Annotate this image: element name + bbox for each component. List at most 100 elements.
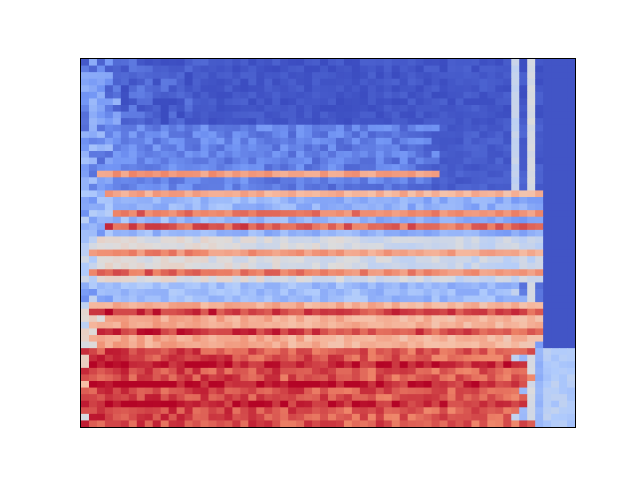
heatmap-cell	[312, 85, 321, 93]
heatmap-cell	[224, 118, 233, 126]
heatmap-cell	[495, 269, 504, 277]
heatmap-cell	[487, 348, 496, 356]
heatmap-cell	[335, 381, 345, 389]
heatmap-cell	[407, 308, 417, 316]
heatmap-cell	[184, 85, 194, 93]
heatmap-cell	[280, 400, 289, 408]
heatmap-cell	[527, 151, 536, 159]
heatmap-cell	[232, 137, 241, 146]
heatmap-cell	[136, 321, 146, 330]
heatmap-cell	[312, 381, 321, 389]
heatmap-cell	[439, 420, 449, 428]
heatmap-cell	[439, 348, 449, 356]
heatmap-cell	[423, 131, 433, 139]
heatmap-cell	[415, 262, 425, 270]
heatmap-cell	[328, 321, 337, 330]
heatmap-cell	[471, 413, 480, 422]
heatmap-cell	[184, 144, 194, 152]
heatmap-cell	[423, 118, 433, 126]
heatmap-cell	[431, 91, 441, 100]
heatmap-cell	[264, 144, 273, 152]
heatmap-cell	[399, 302, 409, 310]
heatmap-cell	[136, 381, 146, 389]
heatmap-cell	[423, 124, 433, 132]
heatmap-cell	[224, 216, 233, 224]
heatmap-cell	[168, 282, 178, 290]
heatmap-cell	[359, 118, 369, 126]
heatmap-cell	[96, 190, 106, 198]
heatmap-cell	[256, 394, 265, 402]
heatmap-cell	[343, 144, 353, 152]
heatmap-cell	[359, 216, 369, 224]
heatmap-cell	[136, 118, 146, 126]
heatmap-cell	[152, 144, 162, 152]
heatmap-cell	[423, 381, 433, 389]
heatmap-cell	[160, 361, 170, 369]
heatmap-cell	[304, 289, 313, 297]
heatmap-cell	[176, 315, 186, 323]
heatmap-cell	[240, 269, 249, 277]
heatmap-cell	[112, 315, 122, 323]
heatmap-cell	[431, 315, 441, 323]
heatmap-cell	[288, 335, 297, 343]
heatmap-cell	[168, 269, 178, 277]
heatmap-cell	[304, 381, 313, 389]
heatmap-cell	[280, 78, 289, 86]
heatmap-cell	[335, 341, 345, 349]
heatmap-cell	[280, 223, 289, 231]
heatmap-cell	[320, 216, 329, 224]
heatmap-cell	[88, 400, 98, 408]
heatmap-cell	[240, 197, 249, 205]
heatmap-cell	[312, 118, 321, 126]
heatmap-cell	[216, 183, 226, 192]
heatmap-cell	[304, 374, 313, 382]
heatmap-cell	[487, 295, 496, 303]
heatmap-cell	[543, 210, 552, 218]
heatmap-cell	[288, 361, 297, 369]
heatmap-cell	[200, 236, 210, 244]
heatmap-cell	[351, 295, 361, 303]
heatmap-cell	[423, 302, 433, 310]
heatmap-cell	[511, 131, 520, 139]
heatmap-cell	[192, 190, 202, 198]
heatmap-cell	[527, 170, 536, 178]
heatmap-cell	[471, 164, 480, 172]
heatmap-cell	[439, 137, 449, 146]
heatmap-cell	[415, 367, 425, 376]
heatmap-cell	[351, 335, 361, 343]
heatmap-cell	[81, 256, 90, 264]
heatmap-cell	[256, 269, 265, 277]
heatmap-cell	[359, 164, 369, 172]
heatmap-cell	[391, 256, 401, 264]
heatmap-cell	[455, 124, 465, 132]
heatmap-cell	[152, 262, 162, 270]
heatmap-cell	[463, 302, 473, 310]
heatmap-cell	[519, 137, 528, 146]
heatmap-cell	[351, 400, 361, 408]
heatmap-cell	[423, 289, 433, 297]
heatmap-cell	[328, 262, 337, 270]
heatmap-cell	[296, 78, 305, 86]
heatmap-cell	[104, 78, 114, 86]
heatmap-cell	[304, 85, 313, 93]
heatmap-cell	[455, 381, 465, 389]
heatmap-cell	[511, 315, 520, 323]
heatmap-cell	[320, 361, 329, 369]
heatmap-cell	[152, 91, 162, 100]
heatmap-cell	[320, 328, 329, 336]
heatmap-cell	[304, 131, 313, 139]
heatmap-cell	[128, 177, 138, 185]
heatmap-cell	[439, 59, 449, 67]
heatmap-cell	[224, 394, 233, 402]
heatmap-cell	[351, 354, 361, 362]
heatmap-cell	[120, 256, 130, 264]
heatmap-cell	[208, 98, 218, 106]
heatmap-cell	[81, 229, 90, 238]
heatmap-cell	[391, 229, 401, 238]
heatmap-cell	[128, 236, 138, 244]
heatmap-cell	[240, 111, 249, 119]
heatmap-cell	[527, 361, 536, 369]
heatmap-cell	[184, 164, 194, 172]
heatmap-cell	[328, 85, 337, 93]
heatmap-cell	[288, 144, 297, 152]
